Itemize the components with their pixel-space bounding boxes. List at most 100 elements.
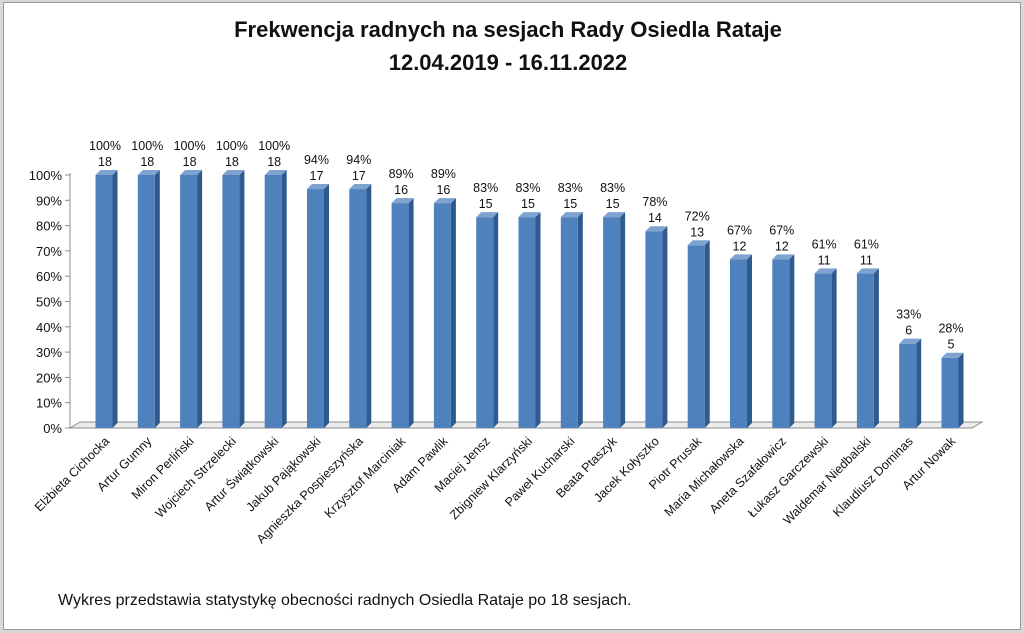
y-tick-label: 30% bbox=[36, 345, 62, 360]
bar-top bbox=[814, 268, 837, 274]
bar-side bbox=[366, 184, 372, 428]
bar-value-label: 12 bbox=[775, 239, 789, 253]
bar-side bbox=[747, 254, 752, 428]
bar-top bbox=[645, 226, 668, 232]
bar-top bbox=[730, 254, 752, 260]
bar bbox=[856, 273, 874, 428]
chart-footnote: Wykres przedstawia statystykę obecności … bbox=[58, 592, 632, 609]
bar-side bbox=[831, 268, 837, 428]
bar bbox=[222, 175, 240, 428]
bar-top bbox=[433, 198, 456, 204]
bar-percent-label: 89% bbox=[389, 167, 414, 181]
bar-top bbox=[941, 352, 964, 358]
bar bbox=[180, 175, 198, 428]
bar bbox=[349, 189, 367, 428]
bar-side bbox=[577, 212, 583, 428]
bar-percent-label: 83% bbox=[473, 181, 498, 195]
bar-value-label: 15 bbox=[563, 197, 577, 211]
bar-value-label: 12 bbox=[733, 239, 747, 253]
bar-percent-label: 100% bbox=[258, 139, 290, 153]
bar-value-label: 18 bbox=[98, 155, 112, 169]
y-tick-label: 90% bbox=[36, 193, 62, 208]
bar-value-label: 15 bbox=[479, 197, 493, 211]
bar-top bbox=[180, 170, 203, 175]
bar-value-label: 14 bbox=[648, 211, 662, 225]
x-category-label: Klaudiusz Dominas bbox=[830, 434, 916, 520]
bar-value-label: 5 bbox=[948, 338, 955, 352]
bar-side bbox=[281, 170, 287, 428]
bar-top bbox=[772, 254, 795, 260]
bar-percent-label: 28% bbox=[938, 322, 963, 336]
bar-top bbox=[349, 184, 372, 190]
y-tick-label: 0% bbox=[43, 421, 62, 436]
bar-side bbox=[704, 240, 710, 428]
bar-value-label: 15 bbox=[606, 197, 620, 211]
bar bbox=[645, 231, 663, 428]
bar-side bbox=[450, 198, 456, 428]
x-category-label: Jakub Pająkowski bbox=[243, 434, 323, 514]
bar-percent-label: 94% bbox=[304, 153, 329, 167]
y-tick-label: 60% bbox=[36, 269, 62, 284]
bar-percent-label: 94% bbox=[346, 153, 371, 167]
bar-percent-label: 72% bbox=[685, 209, 710, 223]
bar-percent-label: 100% bbox=[216, 139, 248, 153]
bar bbox=[391, 203, 409, 428]
bar-top bbox=[518, 212, 541, 218]
bar-side bbox=[112, 170, 118, 428]
chart-subtitle: 12.04.2019 - 16.11.2022 bbox=[388, 50, 628, 75]
x-category-label: Krzysztof Marciniak bbox=[322, 434, 409, 521]
bar-top bbox=[899, 338, 922, 344]
bar-value-label: 6 bbox=[905, 324, 912, 338]
bar bbox=[899, 343, 917, 428]
bar-side bbox=[493, 212, 499, 428]
bar-top bbox=[222, 170, 245, 175]
bar-percent-label: 100% bbox=[89, 139, 121, 153]
x-category-label: Elżbieta Cichocka bbox=[32, 434, 112, 514]
bar-value-label: 18 bbox=[225, 155, 239, 169]
bar-top bbox=[264, 170, 287, 175]
x-category-label: Łukasz Garczewski bbox=[745, 434, 831, 520]
bar bbox=[137, 175, 155, 428]
bar-percent-label: 78% bbox=[642, 195, 667, 209]
bar-side bbox=[916, 338, 922, 428]
bar-value-label: 11 bbox=[860, 253, 873, 267]
bar bbox=[687, 245, 705, 428]
bar-top bbox=[391, 198, 414, 204]
bar-value-label: 17 bbox=[352, 169, 366, 183]
bar bbox=[814, 273, 832, 428]
bar bbox=[433, 203, 451, 428]
bar-top bbox=[307, 184, 329, 190]
bar-top bbox=[560, 212, 583, 218]
bar bbox=[772, 259, 790, 428]
bar-side bbox=[620, 212, 626, 428]
bar-top bbox=[137, 170, 160, 175]
chart-frame bbox=[3, 2, 1021, 630]
x-category-label: Artur Świątkowski bbox=[201, 434, 281, 514]
bar-percent-label: 83% bbox=[558, 181, 583, 195]
bar-percent-label: 67% bbox=[769, 223, 794, 237]
y-tick-label: 50% bbox=[36, 295, 62, 310]
bar-value-label: 16 bbox=[394, 183, 408, 197]
y-tick-label: 20% bbox=[36, 370, 62, 385]
bar-percent-label: 61% bbox=[812, 237, 837, 251]
bar-top bbox=[95, 170, 118, 175]
bar-side bbox=[239, 170, 245, 428]
bar bbox=[476, 217, 494, 428]
bar bbox=[95, 175, 113, 428]
y-tick-label: 70% bbox=[36, 244, 62, 259]
bar-side bbox=[789, 254, 795, 428]
bar bbox=[518, 217, 536, 428]
chart-title: Frekwencja radnych na sesjach Rady Osied… bbox=[234, 17, 782, 42]
y-tick-label: 10% bbox=[36, 396, 62, 411]
bar bbox=[560, 217, 578, 428]
bar-percent-label: 61% bbox=[854, 237, 879, 251]
x-category-label: Maria Michałowska bbox=[662, 434, 747, 519]
bar-side bbox=[662, 226, 668, 428]
bar-side bbox=[873, 268, 879, 428]
bar-top bbox=[856, 268, 879, 274]
bar-value-label: 16 bbox=[436, 183, 450, 197]
bar-percent-label: 83% bbox=[600, 181, 625, 195]
bar-top bbox=[603, 212, 626, 218]
bar-value-label: 18 bbox=[183, 155, 197, 169]
